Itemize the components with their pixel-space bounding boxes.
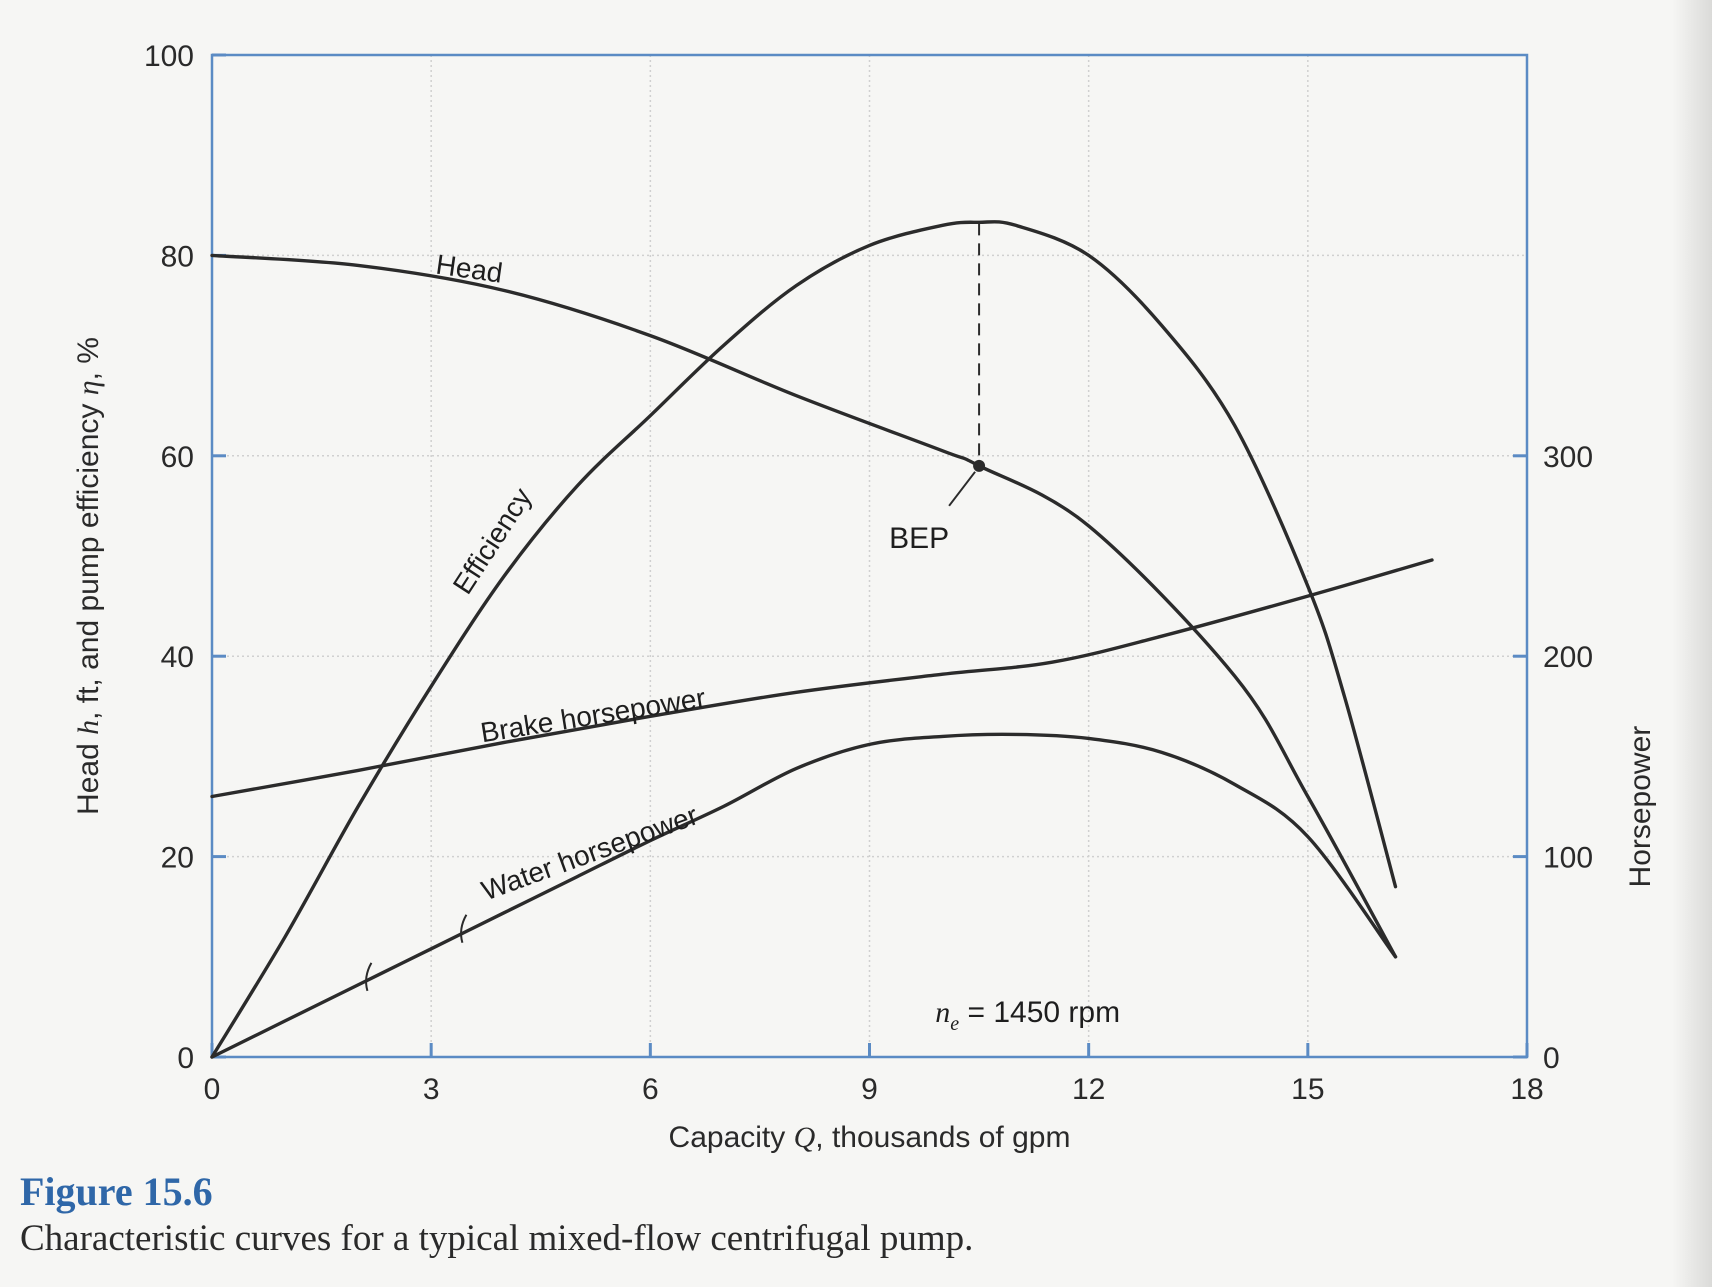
y-left-tick-label: 20 xyxy=(161,842,194,875)
y-left-title-eta: η xyxy=(72,380,105,395)
series-brake-horsepower xyxy=(210,558,1434,799)
x-title-prefix: Capacity xyxy=(669,1121,794,1154)
x-tick-label: 3 xyxy=(423,1073,440,1106)
y-right-tick-label: 200 xyxy=(1543,641,1593,674)
series-label-efficiency: Efficiency xyxy=(447,482,538,599)
speed-annotation: ne = 1450 rpm xyxy=(935,996,1120,1035)
x-axis-title: Capacity Q, thousands of gpm xyxy=(669,1121,1071,1154)
series-label-water-horsepower: Water horsepower xyxy=(477,799,702,906)
curve-tick-mark xyxy=(365,962,373,992)
y-left-tick-label: 80 xyxy=(161,240,194,273)
y-right-tick-label: 100 xyxy=(1543,842,1593,875)
bep-point xyxy=(973,459,986,472)
page-edge-shadow xyxy=(1672,0,1712,1287)
figure-caption-text: Characteristic curves for a typical mixe… xyxy=(20,1218,974,1259)
curve-tick-mark xyxy=(460,914,468,944)
x-tick-label: 18 xyxy=(1510,1073,1543,1106)
y-right-axis-title: Horsepower xyxy=(1624,726,1657,888)
y-left-tick-label: 40 xyxy=(161,641,194,674)
curves xyxy=(210,220,1434,1059)
y-left-tick-label: 0 xyxy=(177,1042,194,1075)
figure-caption: Figure 15.6 Characteristic curves for a … xyxy=(20,1168,1680,1262)
x-tick-label: 12 xyxy=(1072,1073,1105,1106)
y-left-title-mid: , ft, and pump efficiency xyxy=(72,395,105,720)
series-head xyxy=(210,253,1398,959)
x-tick-label: 9 xyxy=(861,1073,878,1106)
y-left-title-suffix: , % xyxy=(72,337,105,380)
y-right-tick-label: 300 xyxy=(1543,441,1593,474)
y-left-title-h: h xyxy=(72,720,105,735)
y-left-axis-title: Head h, ft, and pump efficiency η, % xyxy=(72,337,105,815)
series-efficiency xyxy=(210,220,1398,1059)
y-left-tick-label: 100 xyxy=(144,40,194,73)
x-title-suffix: , thousands of gpm xyxy=(815,1121,1070,1154)
x-tick-label: 15 xyxy=(1291,1073,1324,1106)
series-water-horsepower xyxy=(210,732,1398,1059)
bep-label: BEP xyxy=(889,522,949,555)
y-right-tick-label: 0 xyxy=(1543,1042,1560,1075)
speed-subscript: e xyxy=(950,1013,959,1035)
figure-number: Figure 15.6 xyxy=(20,1169,213,1214)
speed-value: = 1450 rpm xyxy=(959,996,1120,1029)
series-label-brake-horsepower: Brake horsepower xyxy=(478,682,707,748)
y-left-title-prefix: Head xyxy=(72,735,105,815)
x-title-symbol: Q xyxy=(794,1121,816,1154)
y-left-tick-label: 60 xyxy=(161,441,194,474)
x-tick-label: 6 xyxy=(642,1073,659,1106)
grid-lines xyxy=(211,54,1528,1058)
speed-symbol: n xyxy=(935,996,950,1029)
bep-arrow xyxy=(948,471,976,507)
x-tick-label: 0 xyxy=(204,1073,221,1106)
